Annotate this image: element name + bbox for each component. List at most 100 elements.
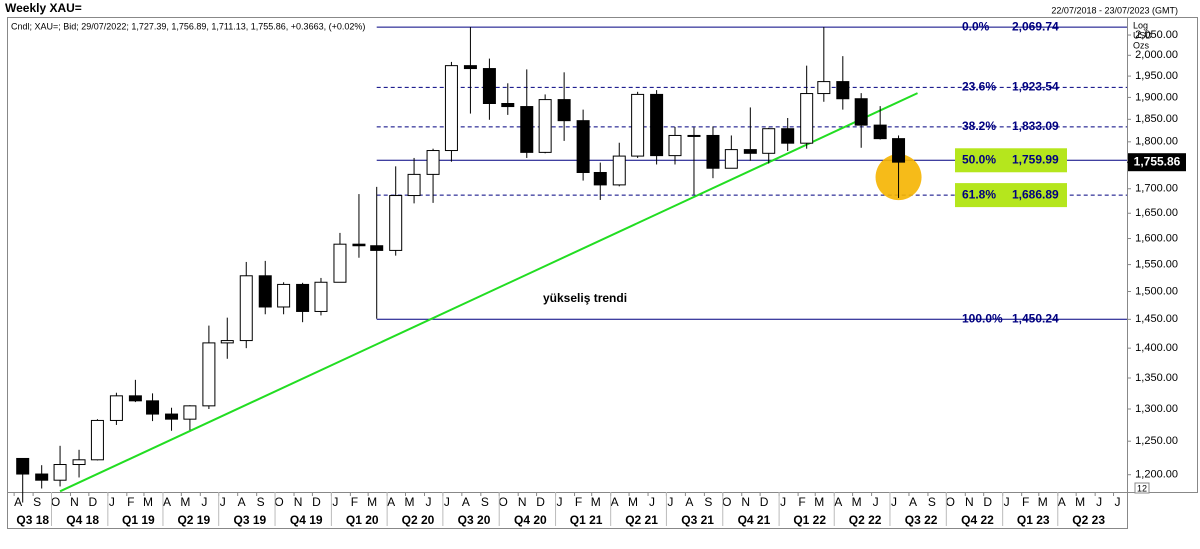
last-price-box xyxy=(1128,153,1186,172)
x-tick-label: O xyxy=(946,495,955,509)
candle-body xyxy=(352,243,366,247)
fib-ratio: 23.6% xyxy=(962,79,996,93)
candle-body xyxy=(90,419,104,461)
x-tick-label: J xyxy=(780,495,786,509)
quarter-label: Q1 21 xyxy=(570,513,603,527)
candle-body xyxy=(892,138,906,163)
fib-ratio: 0.0% xyxy=(962,19,990,33)
y-tick-label: 1,400.00 xyxy=(1135,342,1178,354)
x-tick-label: O xyxy=(51,495,60,509)
candle-body xyxy=(165,413,179,420)
candle-body xyxy=(557,99,571,122)
x-tick-label: J xyxy=(201,495,207,509)
quarter-label: Q1 19 xyxy=(122,513,155,527)
candle-body xyxy=(800,93,814,144)
quarter-label: Q4 21 xyxy=(738,513,771,527)
x-tick-label: M xyxy=(591,495,601,509)
candle-body xyxy=(482,68,496,105)
x-tick-label: M xyxy=(143,495,153,509)
fib-value: 1,923.54 xyxy=(1012,79,1059,93)
x-tick-label: M xyxy=(852,495,862,509)
candle-body xyxy=(183,405,197,420)
fib-ratio: 38.2% xyxy=(962,119,996,133)
x-tick-label: A xyxy=(685,495,693,509)
x-tick-label: A xyxy=(834,495,842,509)
x-tick-label: O xyxy=(274,495,283,509)
x-tick-label: O xyxy=(722,495,731,509)
trendline xyxy=(59,92,918,493)
candle-body xyxy=(593,171,607,186)
x-tick-label: D xyxy=(760,495,769,509)
candle-body xyxy=(202,342,216,407)
x-tick-label: A xyxy=(387,495,395,509)
x-tick-label: J xyxy=(332,495,338,509)
candle-body xyxy=(781,128,795,144)
candle-body xyxy=(576,120,590,173)
y-tick-label: 1,900.00 xyxy=(1135,91,1178,103)
x-tick-label: F xyxy=(1022,495,1029,509)
candle-body xyxy=(16,457,30,475)
candle-body xyxy=(706,134,720,169)
candle-body xyxy=(277,283,291,308)
x-tick-label: J xyxy=(444,495,450,509)
quarter-label: Q2 20 xyxy=(402,513,435,527)
candle-body xyxy=(389,195,403,251)
x-tick-label: M xyxy=(367,495,377,509)
fib-highlight xyxy=(955,183,1067,208)
x-tick-label: O xyxy=(499,495,508,509)
x-tick-label: J xyxy=(220,495,226,509)
y-tick-label: 1,650.00 xyxy=(1135,207,1178,219)
x-tick-label: J xyxy=(649,495,655,509)
candle-body xyxy=(35,473,49,481)
x-tick-label: J xyxy=(425,495,431,509)
x-tick-label: M xyxy=(1075,495,1085,509)
candle-body xyxy=(370,245,384,251)
y-tick-label: 1,600.00 xyxy=(1135,232,1178,244)
candle-body xyxy=(146,400,160,415)
x-tick-label: A xyxy=(163,495,171,509)
corner-label: 12 xyxy=(1137,483,1147,493)
quarter-label: Q3 22 xyxy=(905,513,938,527)
candle-body xyxy=(668,134,682,157)
candle-body xyxy=(762,128,776,154)
candle-body xyxy=(463,65,477,70)
quarter-label: Q1 23 xyxy=(1017,513,1050,527)
x-tick-label: A xyxy=(1058,495,1066,509)
candle-body xyxy=(817,81,831,95)
candle-body xyxy=(53,464,67,481)
quarter-label: Q4 18 xyxy=(66,513,99,527)
x-tick-label: N xyxy=(741,495,750,509)
candle-body xyxy=(854,98,868,126)
x-tick-label: S xyxy=(481,495,489,509)
x-tick-label: D xyxy=(983,495,992,509)
y-tick-label: 1,800.00 xyxy=(1135,136,1178,148)
x-tick-label: D xyxy=(536,495,545,509)
x-tick-label: N xyxy=(294,495,303,509)
x-tick-label: M xyxy=(1038,495,1048,509)
y-tick-label: 1,550.00 xyxy=(1135,258,1178,270)
candle-body xyxy=(538,99,552,153)
candle-body xyxy=(333,243,347,283)
candle-body xyxy=(407,173,421,197)
x-tick-label: F xyxy=(575,495,582,509)
x-tick-label: J xyxy=(1115,495,1121,509)
x-tick-label: D xyxy=(89,495,98,509)
annotation: yükseliş trendi xyxy=(543,291,627,305)
candle-body xyxy=(501,103,515,108)
fib-value: 1,759.99 xyxy=(1012,152,1059,166)
x-tick-label: N xyxy=(965,495,974,509)
x-tick-label: J xyxy=(667,495,673,509)
x-tick-label: J xyxy=(1004,495,1010,509)
quarter-label: Q1 22 xyxy=(793,513,826,527)
candle-body xyxy=(239,275,253,342)
x-tick-label: D xyxy=(312,495,321,509)
y-tick-label: 1,200.00 xyxy=(1135,469,1178,481)
candle-body xyxy=(296,283,310,312)
quarter-label: Q2 22 xyxy=(849,513,882,527)
quarter-label: Q3 20 xyxy=(458,513,491,527)
quarter-label: Q2 21 xyxy=(625,513,658,527)
x-tick-label: M xyxy=(814,495,824,509)
candle-body xyxy=(631,93,645,157)
